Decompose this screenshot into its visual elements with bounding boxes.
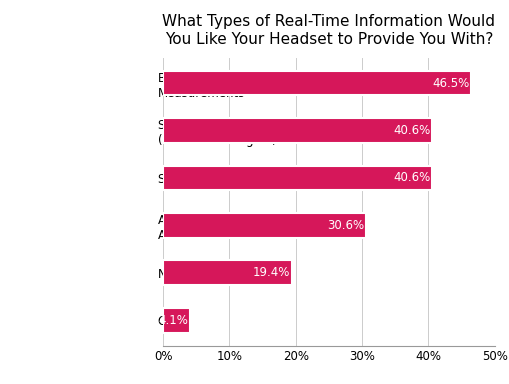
- Text: 30.6%: 30.6%: [326, 219, 363, 232]
- Bar: [163, 71, 471, 95]
- Bar: [163, 118, 432, 143]
- Text: 46.5%: 46.5%: [432, 76, 469, 89]
- Bar: [163, 260, 291, 285]
- Text: 40.6%: 40.6%: [392, 124, 430, 137]
- Bar: [163, 213, 365, 238]
- Text: 19.4%: 19.4%: [252, 266, 289, 279]
- Title: What Types of Real-Time Information Would
You Like Your Headset to Provide You W: What Types of Real-Time Information Woul…: [162, 14, 494, 47]
- Bar: [163, 308, 190, 333]
- Text: 4.1%: 4.1%: [158, 314, 188, 327]
- Bar: [163, 166, 432, 190]
- Text: 40.6%: 40.6%: [392, 171, 430, 184]
